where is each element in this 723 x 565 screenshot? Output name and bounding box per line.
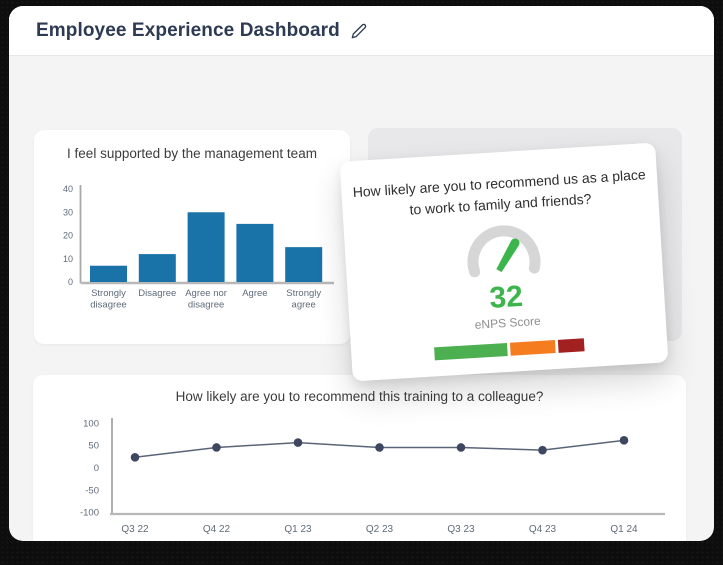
svg-text:Q1 24: Q1 24 xyxy=(610,524,638,535)
enps-scale-bar xyxy=(434,338,585,361)
dashboard-content: I feel supported by the management team … xyxy=(9,56,714,541)
svg-text:Q1 23: Q1 23 xyxy=(284,524,312,535)
svg-text:Q4 23: Q4 23 xyxy=(529,524,557,535)
green-segment xyxy=(434,342,509,361)
svg-text:Q2 23: Q2 23 xyxy=(366,524,394,535)
svg-text:Q3 23: Q3 23 xyxy=(447,524,475,535)
dashboard-panel: Employee Experience Dashboard I feel sup… xyxy=(9,6,714,541)
svg-text:40: 40 xyxy=(63,184,73,194)
page-title: Employee Experience Dashboard xyxy=(36,19,340,41)
svg-text:0: 0 xyxy=(94,463,99,474)
edit-title-button[interactable] xyxy=(351,23,367,39)
svg-text:20: 20 xyxy=(63,231,73,241)
svg-text:Strongly: Strongly xyxy=(91,288,126,299)
svg-text:-100: -100 xyxy=(80,508,99,519)
svg-text:Q3 22: Q3 22 xyxy=(121,524,149,535)
svg-text:Strongly: Strongly xyxy=(286,288,321,299)
gauge-dial xyxy=(467,225,541,278)
svg-text:agree: agree xyxy=(292,300,316,311)
line-chart-title: How likely are you to recommend this tra… xyxy=(175,389,544,404)
svg-text:100: 100 xyxy=(83,418,99,429)
dashboard-header: Employee Experience Dashboard xyxy=(9,6,714,56)
red-segment xyxy=(557,338,585,353)
orange-segment xyxy=(510,340,556,356)
svg-text:10: 10 xyxy=(63,254,73,264)
svg-text:disagree: disagree xyxy=(90,300,126,311)
svg-text:Q4 22: Q4 22 xyxy=(203,524,231,535)
pencil-icon xyxy=(351,23,367,38)
gauge-widget[interactable]: How likely are you to recommend us as a … xyxy=(339,142,669,382)
svg-text:-50: -50 xyxy=(85,485,99,496)
bar-chart-title: I feel supported by the management team xyxy=(67,146,317,161)
svg-text:0: 0 xyxy=(68,277,73,287)
svg-text:30: 30 xyxy=(63,207,73,217)
line-chart-widget[interactable]: How likely are you to recommend this tra… xyxy=(33,375,686,541)
line-chart: 100 50 0 -50 -100 Q3 22 Q4 22 Q1 23 Q2 23 Q3 23 Q4… xyxy=(80,418,665,535)
svg-text:50: 50 xyxy=(88,441,99,452)
svg-text:disagree: disagree xyxy=(188,300,224,311)
svg-text:Agree nor: Agree nor xyxy=(185,288,227,299)
bar-chart-widget[interactable]: I feel supported by the management team … xyxy=(34,130,350,344)
svg-text:Agree: Agree xyxy=(242,288,267,299)
svg-text:Disagree: Disagree xyxy=(138,288,176,299)
